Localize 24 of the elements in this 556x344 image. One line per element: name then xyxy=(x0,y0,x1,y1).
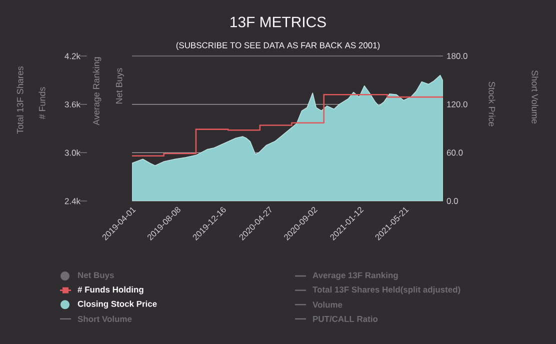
y-tick-label: 4.2k xyxy=(64,52,80,60)
y-tick-label: 3.0k xyxy=(64,150,80,156)
y2-tick-label: 0.0 xyxy=(446,198,458,204)
y2-tick-label: 180.0 xyxy=(447,53,468,59)
y-tick-label: 3.6k xyxy=(64,101,80,108)
y2-tick-label: 60.0 xyxy=(446,150,463,156)
chart-title: 13F METRICS xyxy=(230,16,326,28)
text: Average 13F Ranking xyxy=(312,272,398,280)
text: Short Volume xyxy=(532,70,538,124)
text: Net Buys xyxy=(78,272,114,280)
y2-axis-title: Stock Price xyxy=(488,82,496,126)
text: Net Buys xyxy=(116,68,124,104)
text: Total 13F Shares Held(split adjusted) xyxy=(312,286,460,294)
text: Total 13F Shares xyxy=(16,66,24,134)
chart-subtitle: (SUBSCRIBE TO SEE DATA AS FAR BACK AS 2001) xyxy=(176,42,380,50)
y2-tick-label: 120.0 xyxy=(447,101,468,108)
legend-label: # Funds Holding xyxy=(78,286,144,294)
y-axis-title: # Funds xyxy=(38,87,46,120)
text: Volume xyxy=(312,301,342,308)
text: PUT/CALL Ratio xyxy=(313,316,378,322)
legend-label: Closing Stock Price xyxy=(78,300,157,309)
y-tick-label: 2.4k xyxy=(64,198,80,204)
text: Average Ranking xyxy=(92,57,102,126)
text: Short Volume xyxy=(78,316,132,322)
